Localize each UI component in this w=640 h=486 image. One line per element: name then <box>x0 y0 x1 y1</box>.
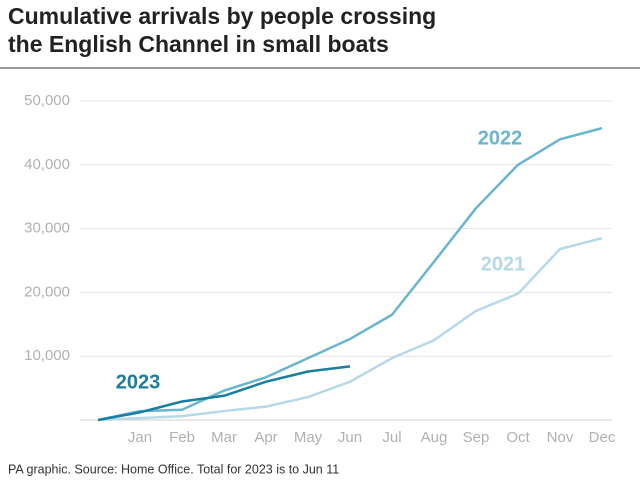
y-tick-label: 40,000 <box>24 156 70 173</box>
x-tick-label: Jul <box>382 429 401 446</box>
x-tick-label: Jan <box>128 429 152 446</box>
series-label: 2023 <box>116 371 161 393</box>
x-tick-label: Sep <box>463 429 490 446</box>
y-tick-label: 20,000 <box>24 283 70 300</box>
series-line <box>97 365 351 422</box>
x-tick-label: Oct <box>506 429 530 446</box>
x-tick-label: Nov <box>547 429 574 446</box>
series-label: 2021 <box>481 253 526 275</box>
source: PA graphic. Source: Home Office. Total f… <box>8 462 339 476</box>
x-tick-label: May <box>294 429 323 446</box>
y-tick-label: 50,000 <box>24 92 70 109</box>
y-tick-label: 30,000 <box>24 220 70 237</box>
x-tick-label: Dec <box>589 429 616 446</box>
x-tick-label: Apr <box>254 429 277 446</box>
x-tick-label: Jun <box>338 429 362 446</box>
x-tick-label: Feb <box>169 429 195 446</box>
series-line <box>97 126 603 422</box>
series-label: 2022 <box>478 127 523 149</box>
x-tick-label: Aug <box>421 429 448 446</box>
series-line <box>97 236 603 422</box>
chart-title: the English Channel in small boats <box>8 31 389 57</box>
x-tick-label: Mar <box>211 429 237 446</box>
y-tick-label: 10,000 <box>24 347 70 364</box>
chart-title: Cumulative arrivals by people crossing <box>8 3 436 29</box>
